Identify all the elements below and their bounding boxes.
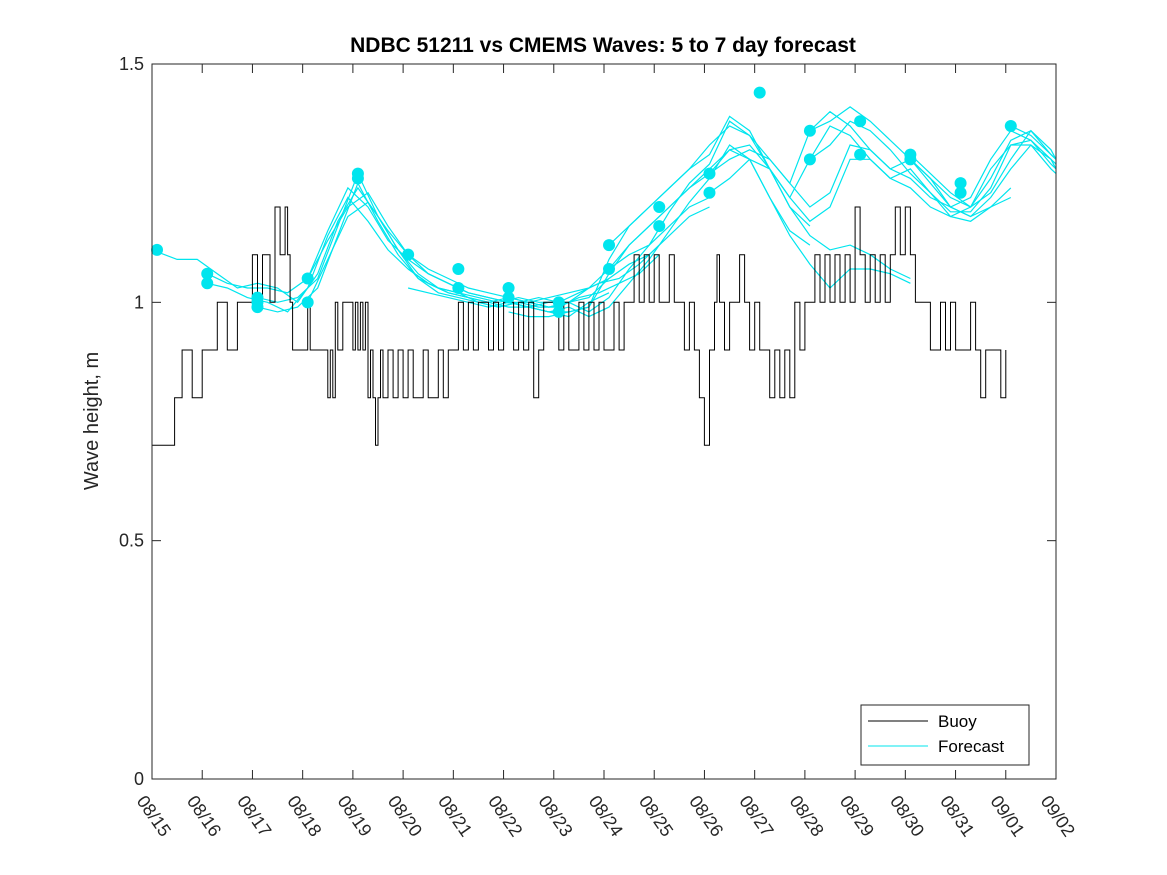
plot-background [152, 64, 1056, 779]
forecast-start-marker [1004, 119, 1017, 132]
forecast-start-marker [301, 272, 314, 285]
forecast-start-marker [452, 262, 465, 275]
forecast-start-marker [603, 239, 616, 252]
forecast-start-marker [854, 115, 867, 128]
forecast-start-marker [753, 86, 766, 99]
legend: Buoy Forecast [860, 704, 1030, 766]
forecast-start-marker [301, 296, 314, 309]
forecast-start-marker [402, 248, 415, 261]
forecast-start-marker [502, 282, 515, 295]
forecast-line-run-18 [909, 129, 1057, 208]
forecast-start-marker [703, 186, 716, 199]
y-axis-label: Wave height, m [81, 352, 103, 490]
forecast-start-marker [703, 167, 716, 180]
y-tick-label: 0 [134, 769, 144, 789]
legend-box [860, 704, 1030, 766]
forecast-line-run-16 [809, 106, 1057, 208]
forecast-line-run-13 [608, 144, 1012, 270]
forecast-line-run-8 [407, 120, 811, 313]
forecast-start-marker [954, 186, 967, 199]
forecast-start-marker [151, 243, 164, 256]
forecast-start-marker [201, 267, 214, 280]
forecast-start-marker [452, 282, 465, 295]
forecast-line-run-17 [809, 120, 1057, 213]
forecast-start-marker [552, 296, 565, 309]
forecast-start-marker [653, 201, 666, 213]
legend-buoy-label: Buoy [938, 712, 977, 731]
forecast-start-marker [251, 296, 264, 309]
forecast-start-marker [603, 262, 616, 275]
forecast-line-run-9 [407, 144, 811, 318]
forecast-markers [151, 86, 1017, 318]
legend-forecast-label: Forecast [938, 737, 1004, 756]
y-tick-label: 1.5 [119, 54, 144, 74]
forecast-start-marker [351, 172, 364, 185]
y-tick-label: 0.5 [119, 531, 144, 551]
forecast-start-marker [502, 291, 515, 304]
forecast-line-run-20 [1010, 125, 1057, 160]
forecast-start-marker [803, 153, 816, 166]
y-tick-label: 1 [134, 292, 144, 312]
y-axis-ticks: 0 0.5 1 1.5 [119, 54, 1056, 789]
forecast-start-marker [803, 124, 816, 137]
chart-title: NDBC 51211 vs CMEMS Waves: 5 to 7 day fo… [350, 34, 856, 57]
forecast-start-marker [904, 153, 917, 166]
forecast-start-marker [552, 305, 565, 318]
forecast-start-marker [954, 177, 967, 190]
forecast-line-run-19 [909, 144, 1057, 218]
forecast-start-marker [854, 148, 867, 161]
forecast-start-marker [653, 220, 666, 233]
forecast-start-marker [201, 277, 214, 290]
buoy-series-line [152, 206, 1007, 446]
forecast-line-run-12 [608, 125, 1012, 246]
